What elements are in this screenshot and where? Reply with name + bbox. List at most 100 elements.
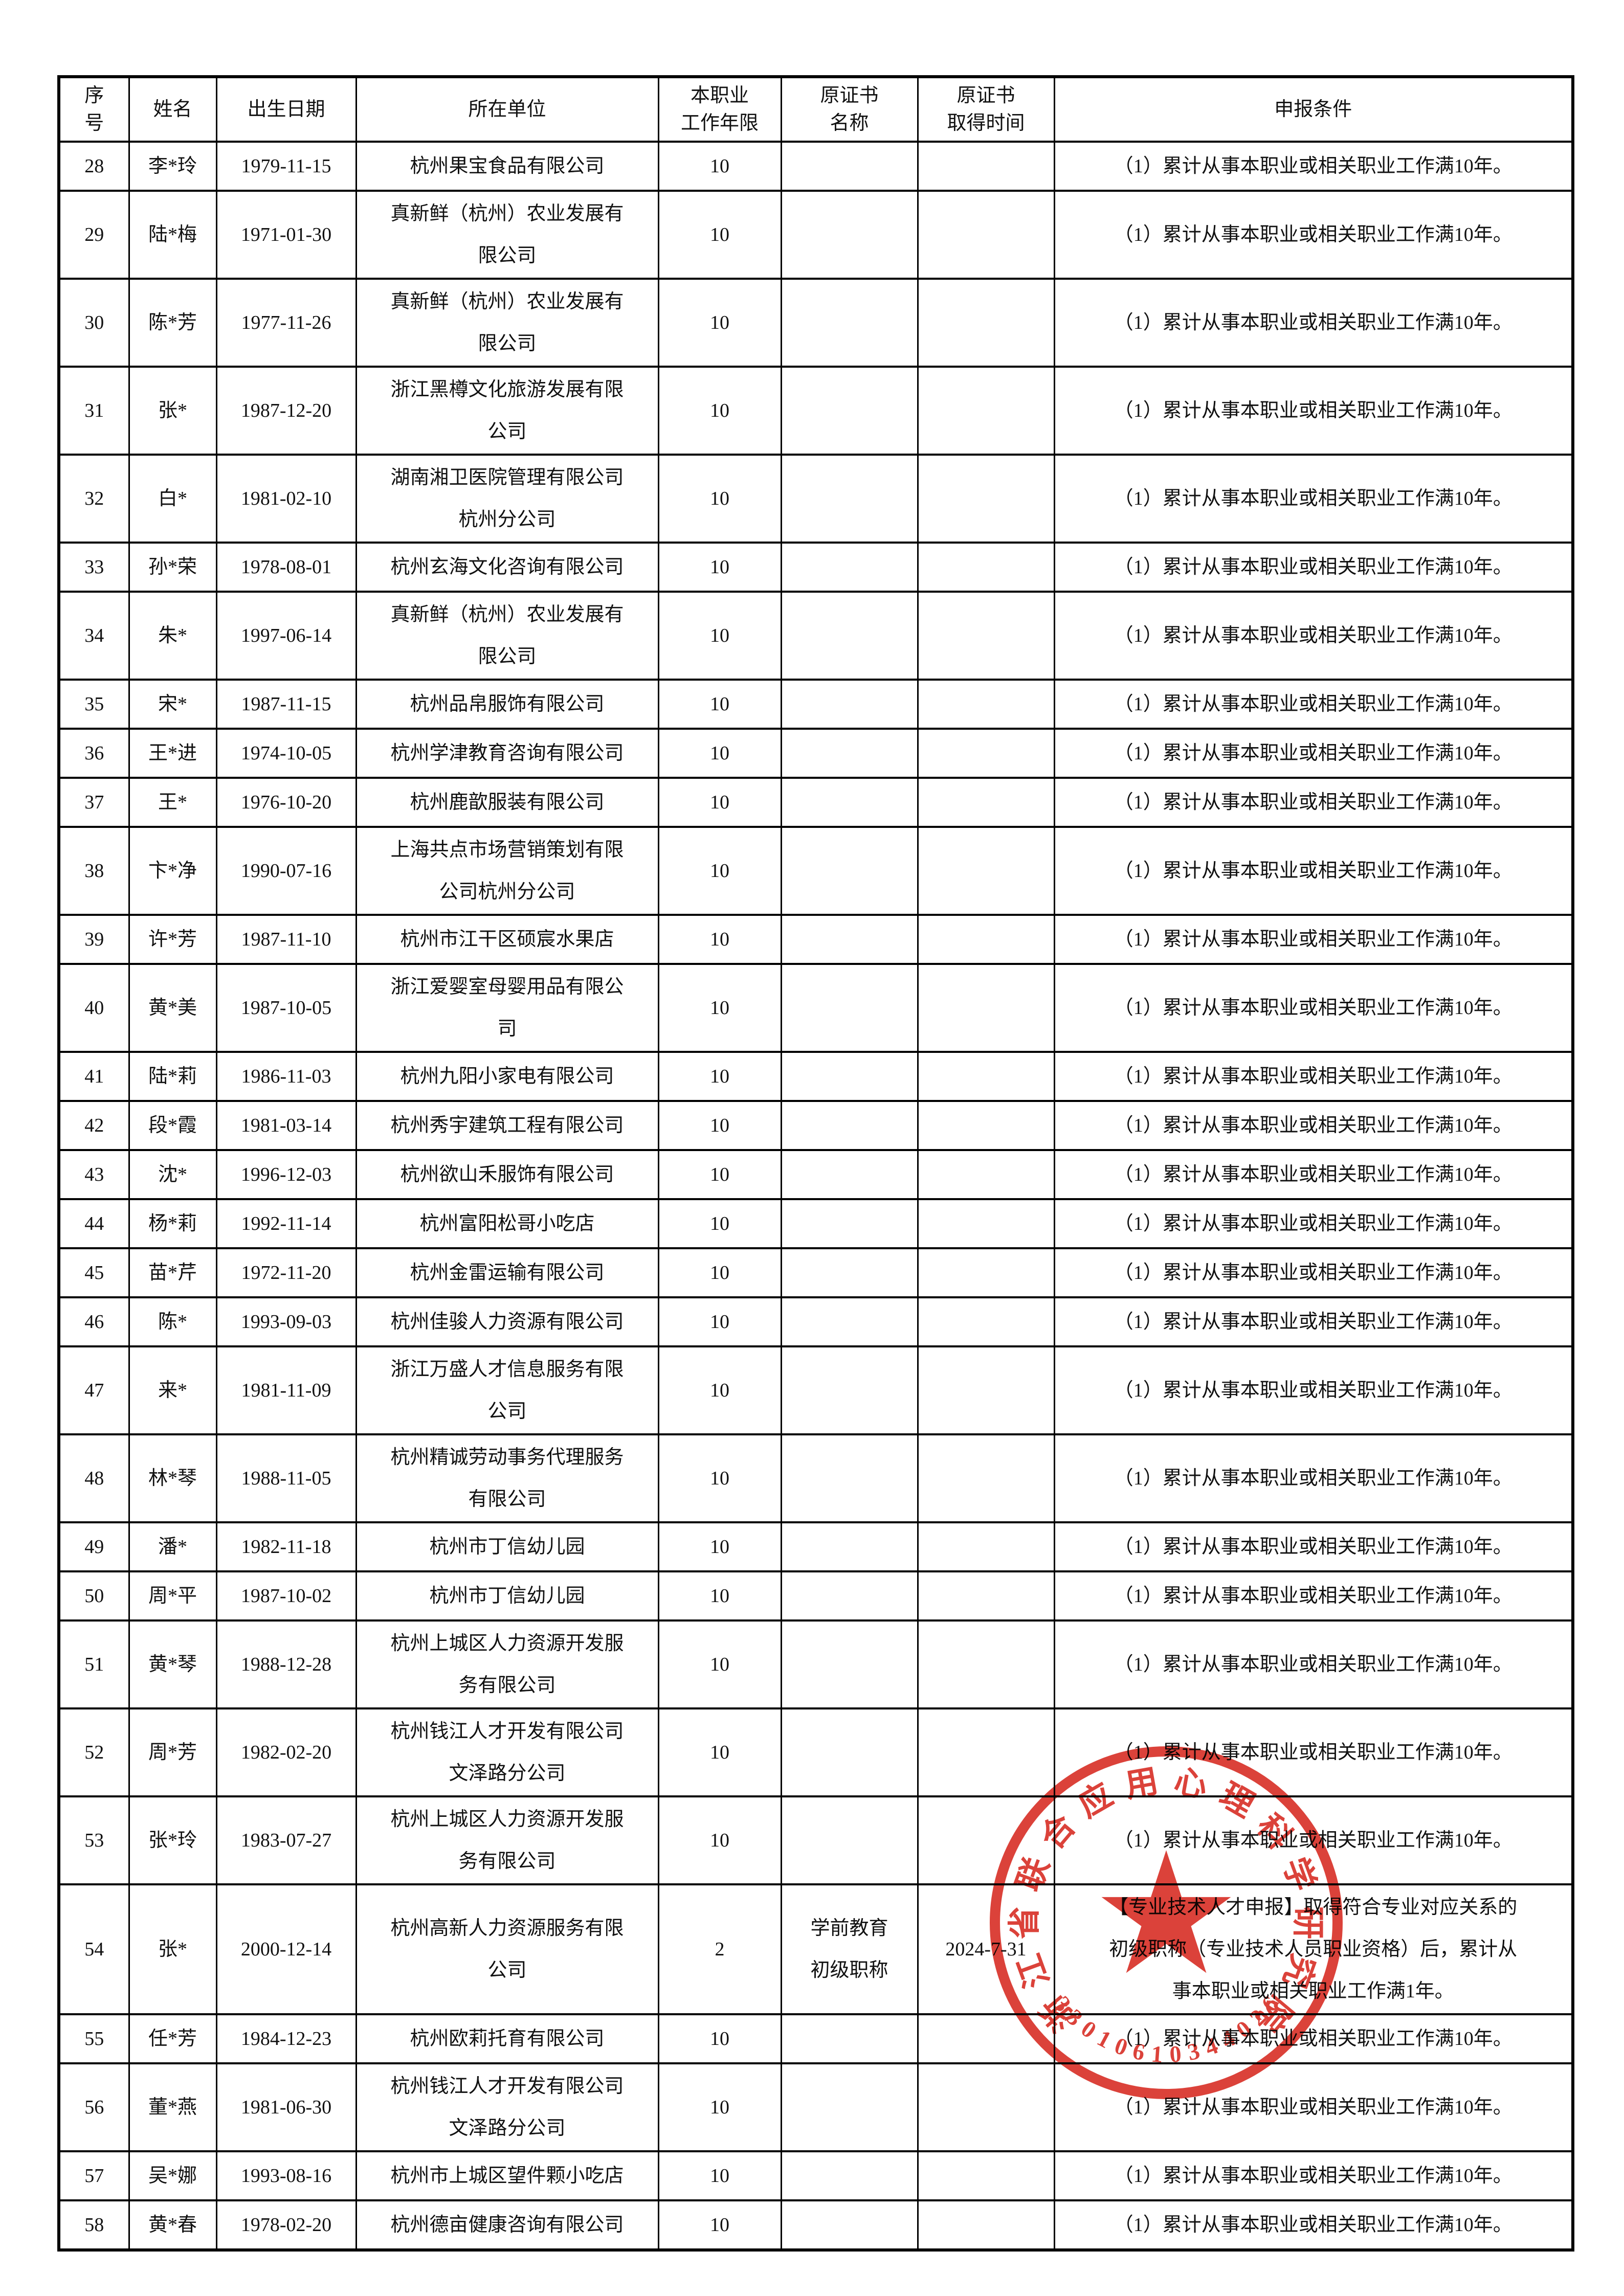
serial-number-cell: 35 bbox=[58, 679, 130, 730]
employer-cell: 杭州高新人力资源服务有限 公司 bbox=[355, 1883, 659, 2015]
cert-name-cell bbox=[780, 963, 919, 1053]
condition-cell: （1）累计从事本职业或相关职业工作满10年。 bbox=[1053, 2013, 1574, 2064]
employer-cell: 浙江万盛人才信息服务有限 公司 bbox=[355, 1345, 659, 1435]
employer-cell: 杭州钱江人才开发有限公司 文泽路分公司 bbox=[355, 2062, 659, 2152]
serial-number-cell: 48 bbox=[58, 1433, 130, 1523]
cert-time-cell bbox=[917, 141, 1055, 192]
table-row: 42 段*霞 1981-03-14 杭州秀宇建筑工程有限公司 10 （1）累计从… bbox=[58, 1100, 1574, 1151]
cert-time-cell bbox=[917, 278, 1055, 368]
header-employer: 所在单位 bbox=[355, 76, 659, 143]
table-row: 47 来* 1981-11-09 浙江万盛人才信息服务有限 公司 10 （1）累… bbox=[58, 1345, 1574, 1435]
birth-date-cell: 1983-07-27 bbox=[215, 1795, 357, 1885]
birth-date-cell: 1978-08-01 bbox=[215, 542, 357, 593]
serial-number-cell: 44 bbox=[58, 1198, 130, 1249]
condition-cell: （1）累计从事本职业或相关职业工作满10年。 bbox=[1053, 141, 1574, 192]
employer-cell: 真新鲜（杭州）农业发展有 限公司 bbox=[355, 591, 659, 681]
header-original-cert-time: 原证书 取得时间 bbox=[917, 76, 1055, 143]
birth-date-cell: 1993-09-03 bbox=[215, 1296, 357, 1347]
cert-time-cell bbox=[917, 2062, 1055, 2152]
birth-date-cell: 1987-12-20 bbox=[215, 366, 357, 456]
cert-time-cell bbox=[917, 1795, 1055, 1885]
years-worked-cell: 10 bbox=[657, 1198, 782, 1249]
birth-date-cell: 2000-12-14 bbox=[215, 1883, 357, 2015]
name-cell: 陆*莉 bbox=[128, 1051, 217, 1102]
condition-cell: （1）累计从事本职业或相关职业工作满10年。 bbox=[1053, 728, 1574, 779]
table-row: 40 黄*美 1987-10-05 浙江爱婴室母婴用品有限公 司 10 （1）累… bbox=[58, 963, 1574, 1053]
years-worked-cell: 10 bbox=[657, 679, 782, 730]
table-body: 28 李*玲 1979-11-15 杭州果宝食品有限公司 10 （1）累计从事本… bbox=[58, 141, 1574, 2251]
table-row: 53 张*玲 1983-07-27 杭州上城区人力资源开发服 务有限公司 10 … bbox=[58, 1795, 1574, 1885]
cert-time-cell bbox=[917, 1051, 1055, 1102]
employer-cell: 杭州精诚劳动事务代理服务 有限公司 bbox=[355, 1433, 659, 1523]
cert-time-cell bbox=[917, 1345, 1055, 1435]
cert-name-cell bbox=[780, 141, 919, 192]
cert-time-cell bbox=[917, 1100, 1055, 1151]
birth-date-cell: 1987-10-02 bbox=[215, 1570, 357, 1622]
cert-time-cell bbox=[917, 679, 1055, 730]
serial-number-cell: 30 bbox=[58, 278, 130, 368]
cert-name-cell bbox=[780, 2013, 919, 2064]
cert-name-cell bbox=[780, 2199, 919, 2251]
employer-cell: 杭州德亩健康咨询有限公司 bbox=[355, 2199, 659, 2251]
condition-cell: （1）累计从事本职业或相关职业工作满10年。 bbox=[1053, 2199, 1574, 2251]
condition-cell: （1）累计从事本职业或相关职业工作满10年。 bbox=[1053, 1521, 1574, 1572]
table-row: 33 孙*荣 1978-08-01 杭州玄海文化咨询有限公司 10 （1）累计从… bbox=[58, 542, 1574, 593]
name-cell: 张* bbox=[128, 366, 217, 456]
cert-name-cell bbox=[780, 1521, 919, 1572]
cert-name-cell bbox=[780, 2062, 919, 2152]
employer-cell: 杭州秀宇建筑工程有限公司 bbox=[355, 1100, 659, 1151]
name-cell: 卞*净 bbox=[128, 826, 217, 916]
birth-date-cell: 1972-11-20 bbox=[215, 1247, 357, 1298]
condition-cell: （1）累计从事本职业或相关职业工作满10年。 bbox=[1053, 1149, 1574, 1200]
table-row: 45 苗*芹 1972-11-20 杭州金雷运输有限公司 10 （1）累计从事本… bbox=[58, 1247, 1574, 1298]
employer-cell: 杭州市上城区望件颗小吃店 bbox=[355, 2150, 659, 2201]
years-worked-cell: 10 bbox=[657, 826, 782, 916]
cert-time-cell bbox=[917, 366, 1055, 456]
serial-number-cell: 45 bbox=[58, 1247, 130, 1298]
employer-cell: 杭州市丁信幼儿园 bbox=[355, 1521, 659, 1572]
name-cell: 吴*娜 bbox=[128, 2150, 217, 2201]
cert-name-cell bbox=[780, 591, 919, 681]
table-row: 34 朱* 1997-06-14 真新鲜（杭州）农业发展有 限公司 10 （1）… bbox=[58, 591, 1574, 681]
table-row: 44 杨*莉 1992-11-14 杭州富阳松哥小吃店 10 （1）累计从事本职… bbox=[58, 1198, 1574, 1249]
birth-date-cell: 1990-07-16 bbox=[215, 826, 357, 916]
cert-name-cell bbox=[780, 1619, 919, 1709]
employer-cell: 杭州果宝食品有限公司 bbox=[355, 141, 659, 192]
cert-time-cell bbox=[917, 2013, 1055, 2064]
table-row: 36 王*进 1974-10-05 杭州学津教育咨询有限公司 10 （1）累计从… bbox=[58, 728, 1574, 779]
years-worked-cell: 10 bbox=[657, 914, 782, 965]
name-cell: 宋* bbox=[128, 679, 217, 730]
cert-time-cell bbox=[917, 1247, 1055, 1298]
name-cell: 任*芳 bbox=[128, 2013, 217, 2064]
table-row: 46 陈* 1993-09-03 杭州佳骏人力资源有限公司 10 （1）累计从事… bbox=[58, 1296, 1574, 1347]
cert-name-cell bbox=[780, 1149, 919, 1200]
serial-number-cell: 36 bbox=[58, 728, 130, 779]
cert-time-cell bbox=[917, 826, 1055, 916]
name-cell: 王* bbox=[128, 777, 217, 828]
name-cell: 陈*芳 bbox=[128, 278, 217, 368]
table-row: 55 任*芳 1984-12-23 杭州欧莉托育有限公司 10 （1）累计从事本… bbox=[58, 2013, 1574, 2064]
cert-time-cell bbox=[917, 914, 1055, 965]
employer-cell: 杭州上城区人力资源开发服 务有限公司 bbox=[355, 1795, 659, 1885]
years-worked-cell: 10 bbox=[657, 1149, 782, 1200]
header-years-worked: 本职业 工作年限 bbox=[657, 76, 782, 143]
table-row: 58 黄*春 1978-02-20 杭州德亩健康咨询有限公司 10 （1）累计从… bbox=[58, 2199, 1574, 2251]
table-row: 48 林*琴 1988-11-05 杭州精诚劳动事务代理服务 有限公司 10 （… bbox=[58, 1433, 1574, 1523]
employer-cell: 杭州欲山禾服饰有限公司 bbox=[355, 1149, 659, 1200]
years-worked-cell: 10 bbox=[657, 2199, 782, 2251]
serial-number-cell: 43 bbox=[58, 1149, 130, 1200]
years-worked-cell: 2 bbox=[657, 1883, 782, 2015]
serial-number-cell: 53 bbox=[58, 1795, 130, 1885]
employer-cell: 杭州佳骏人力资源有限公司 bbox=[355, 1296, 659, 1347]
years-worked-cell: 10 bbox=[657, 1247, 782, 1298]
condition-cell: （1）累计从事本职业或相关职业工作满10年。 bbox=[1053, 542, 1574, 593]
years-worked-cell: 10 bbox=[657, 728, 782, 779]
birth-date-cell: 1992-11-14 bbox=[215, 1198, 357, 1249]
cert-name-cell bbox=[780, 1247, 919, 1298]
years-worked-cell: 10 bbox=[657, 190, 782, 280]
cert-name-cell bbox=[780, 366, 919, 456]
employer-cell: 杭州上城区人力资源开发服 务有限公司 bbox=[355, 1619, 659, 1709]
years-worked-cell: 10 bbox=[657, 366, 782, 456]
cert-time-cell bbox=[917, 454, 1055, 544]
serial-number-cell: 28 bbox=[58, 141, 130, 192]
